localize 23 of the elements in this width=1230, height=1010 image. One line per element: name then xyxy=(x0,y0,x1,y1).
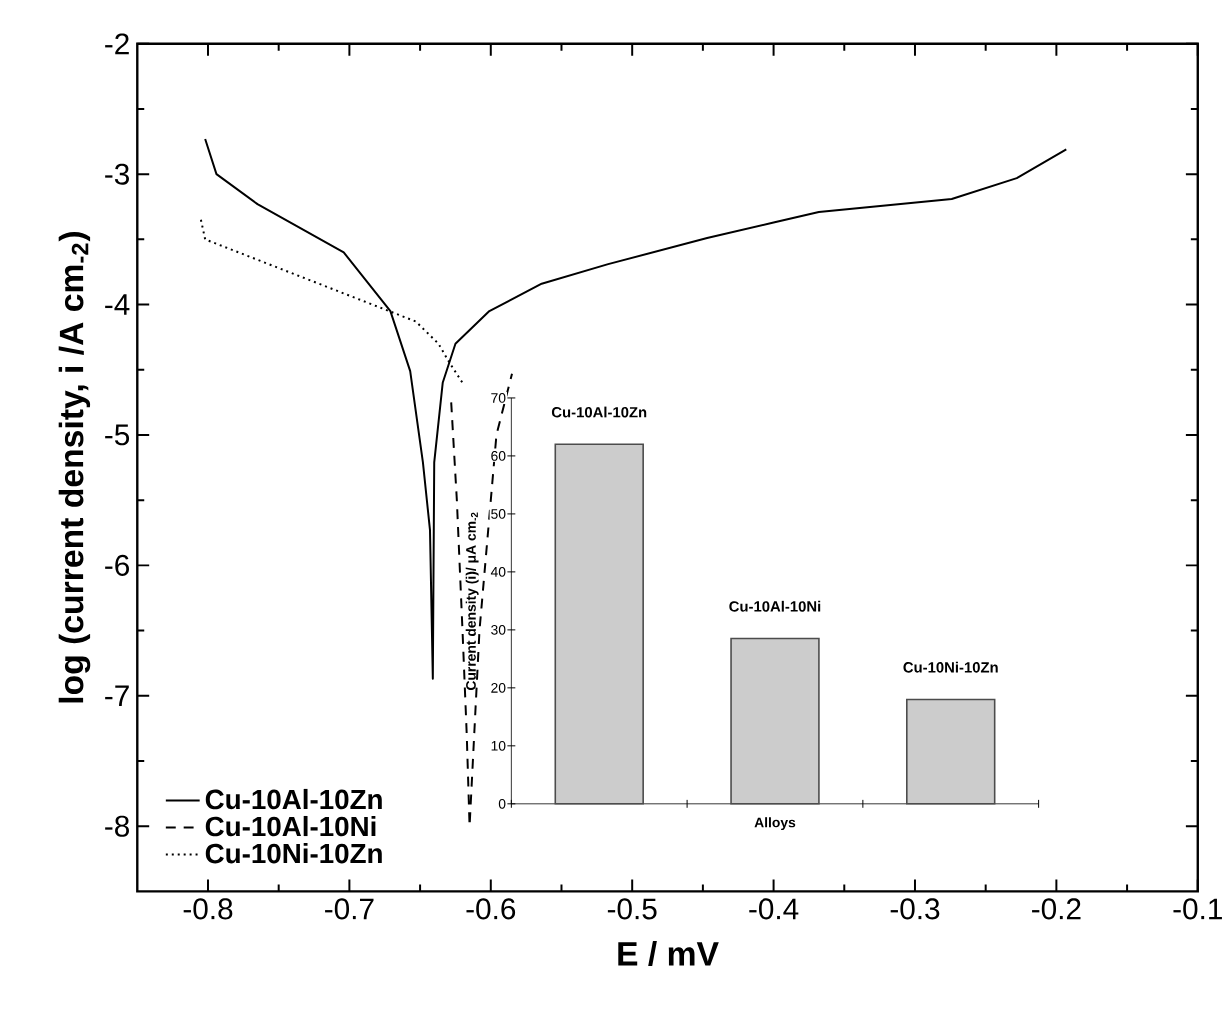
x-tick-label: -0.3 xyxy=(890,897,940,920)
y-tick-label: -2 xyxy=(105,33,129,54)
bar xyxy=(554,443,644,805)
y-tick-label: -8 xyxy=(105,815,129,837)
legend-label: Cu-10Al-10Zn xyxy=(205,788,382,809)
x-tick-label: -0.6 xyxy=(466,897,516,920)
y-axis-title: log (current density, i /A cm$_{-2}$) xyxy=(58,231,91,703)
y-tick-label: -3 xyxy=(105,163,129,185)
y-tick-label: -6 xyxy=(105,554,129,576)
y-tick-label: -7 xyxy=(105,685,129,706)
x-tick-label: -0.2 xyxy=(1032,897,1081,920)
legend-label: Cu-10Ni-10Zn xyxy=(205,842,382,864)
bar xyxy=(906,698,996,805)
x-tick-label: -0.7 xyxy=(325,897,374,920)
x-axis-title: E / mV xyxy=(618,940,719,966)
x-tick-label: -0.1 xyxy=(1173,897,1222,920)
x-tick-label: -0.4 xyxy=(749,897,799,920)
bar xyxy=(730,637,820,805)
y-tick-label: -4 xyxy=(105,293,130,315)
x-tick-label: -0.8 xyxy=(183,897,233,920)
legend-label: Cu-10Al-10Ni xyxy=(205,815,376,836)
x-tick-label: -0.5 xyxy=(607,897,657,920)
y-tick-label: -5 xyxy=(105,424,130,445)
